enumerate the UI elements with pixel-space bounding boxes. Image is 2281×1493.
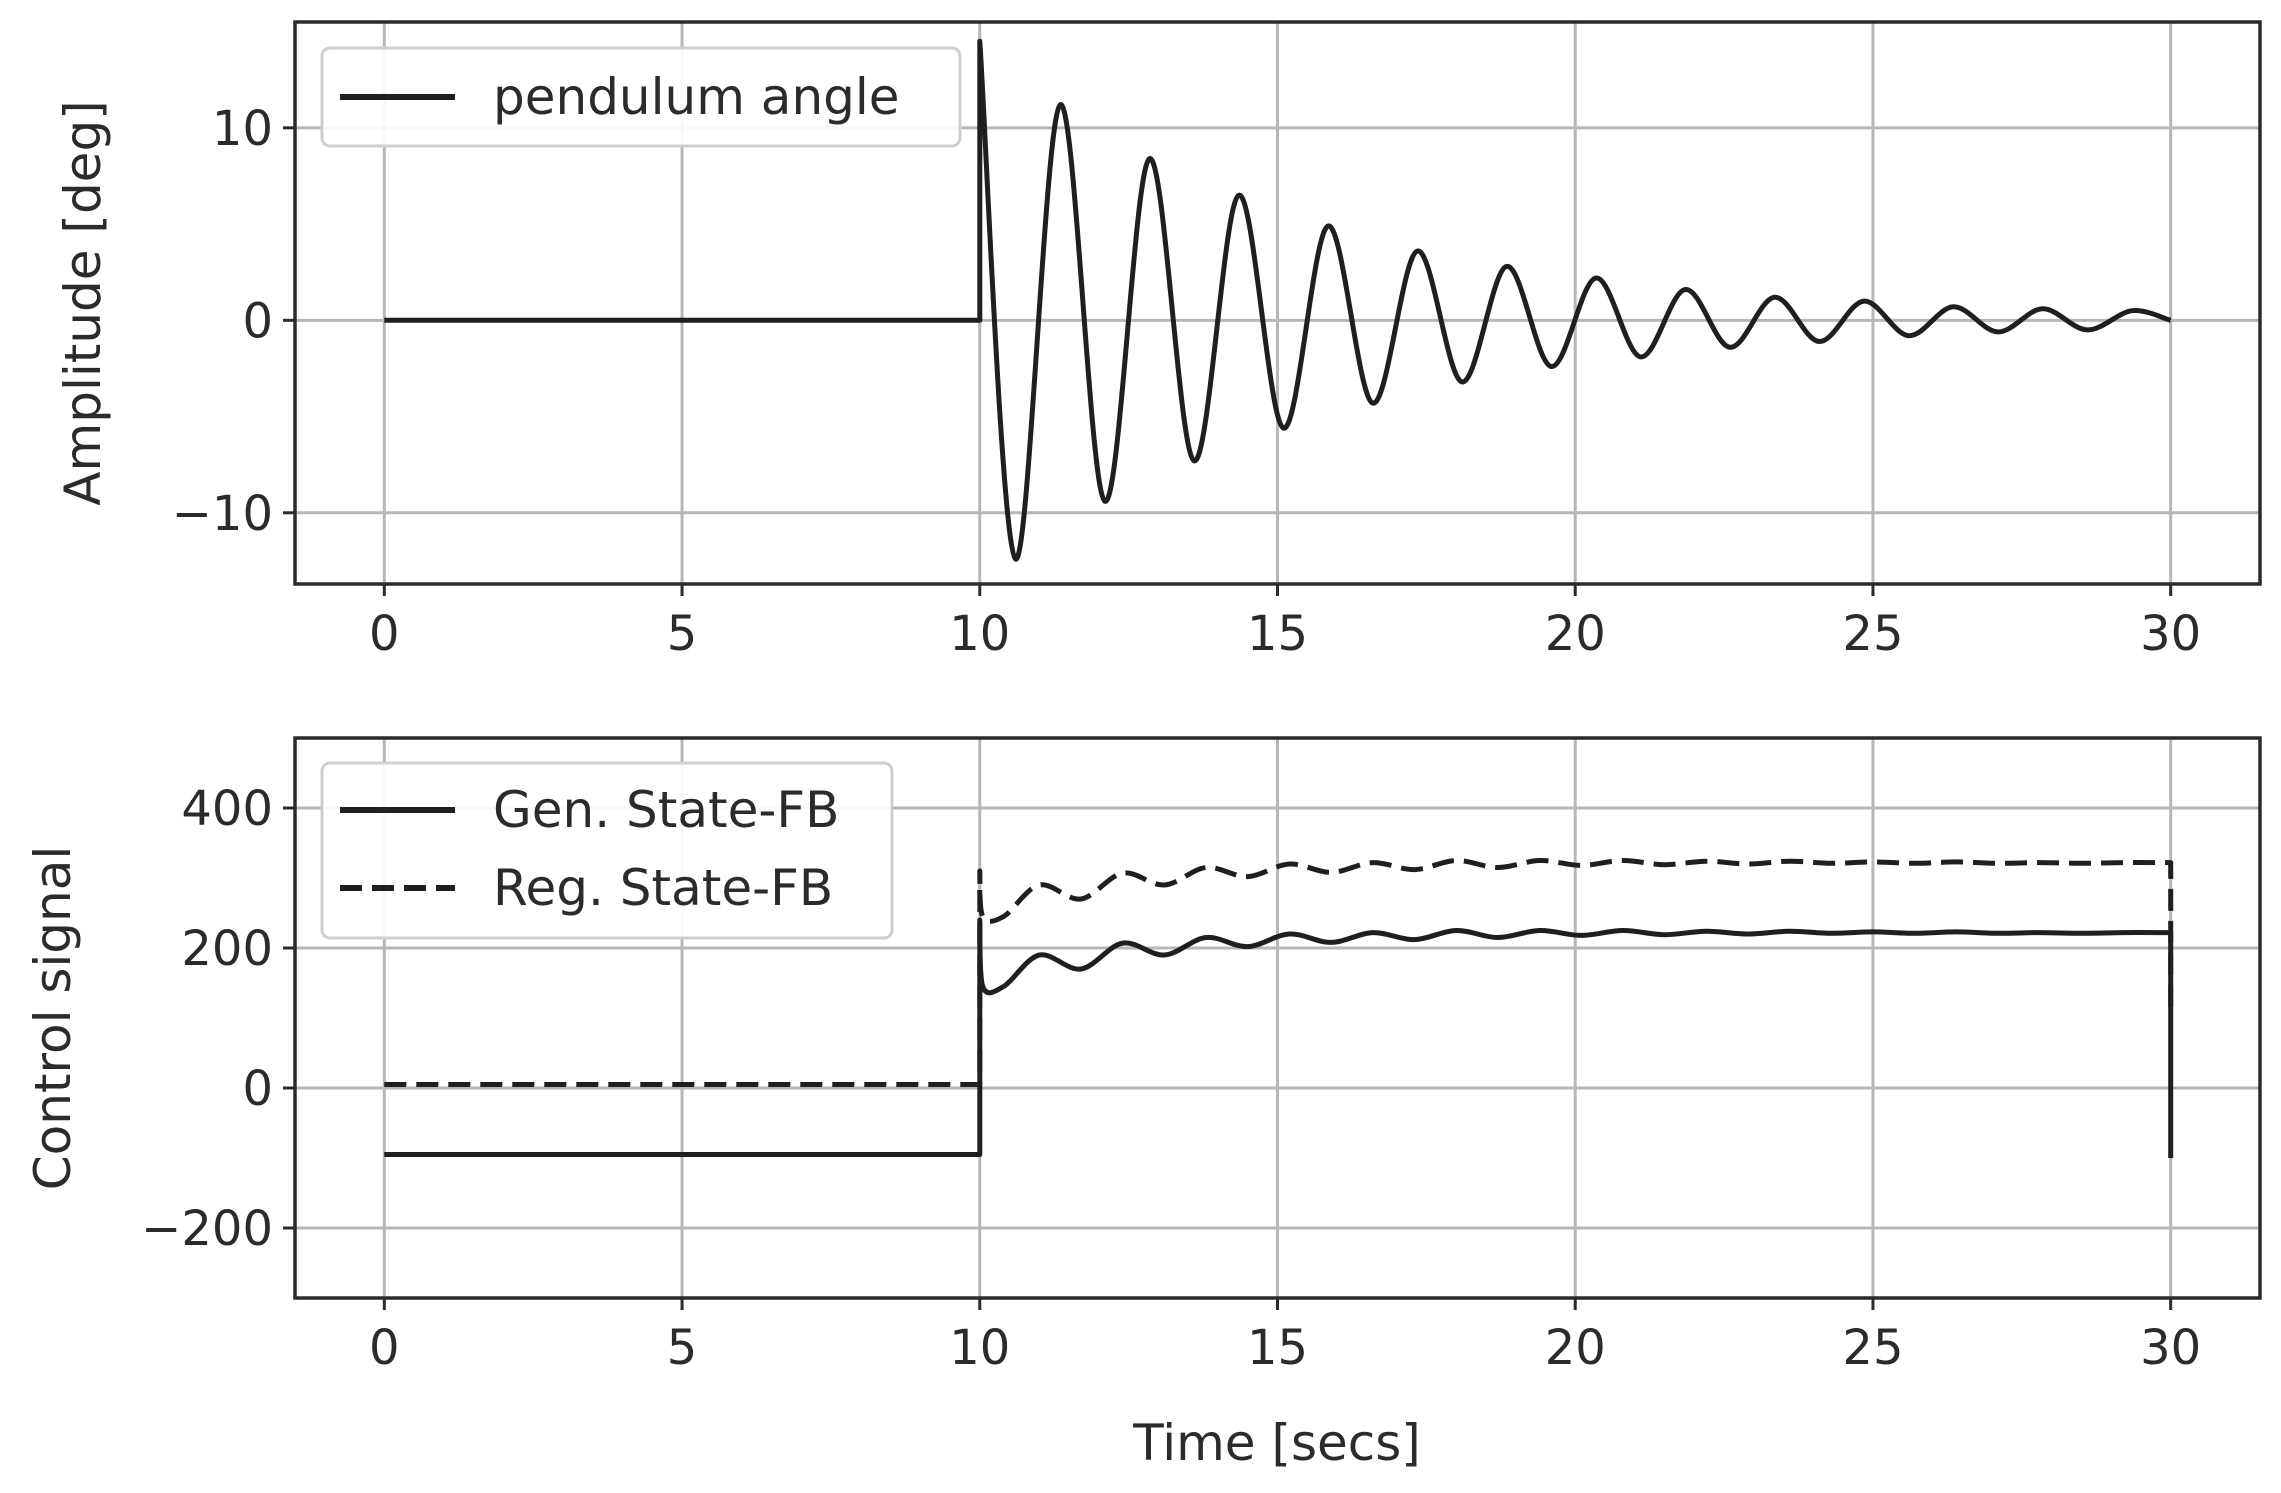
bottom-legend-box <box>320 761 894 940</box>
bottom-x-tick-label: 0 <box>369 1320 400 1376</box>
bottom-x-tick-label: 20 <box>1545 1320 1606 1376</box>
bottom-x-axis-label: Time [secs] <box>1132 1414 1421 1472</box>
top-legend: pendulum angle <box>320 46 962 148</box>
bottom-x-tick-label: 25 <box>1842 1320 1903 1376</box>
top-x-tick-label: 30 <box>2140 606 2201 662</box>
bottom-y-tick-label: 200 <box>181 921 273 977</box>
top-x-tick-label: 0 <box>369 606 400 662</box>
top-y-tick-label: 10 <box>212 101 273 157</box>
bottom-legend-label-reg-state-fb: Reg. State-FB <box>493 859 833 917</box>
top-legend-label-pendulum-angle: pendulum angle <box>493 68 900 126</box>
bottom-legend: Gen. State-FB Reg. State-FB <box>320 761 894 940</box>
top-x-tick-label: 25 <box>1842 606 1903 662</box>
top-x-ticks: 0 5 10 15 20 25 30 <box>369 584 2201 662</box>
bottom-x-tick-label: 5 <box>667 1320 698 1376</box>
top-x-tick-label: 5 <box>667 606 698 662</box>
bottom-y-tick-label: 0 <box>242 1061 273 1117</box>
top-subplot: 0 5 10 15 20 25 30 −10 0 10 Amplitude [deg] pend… <box>54 20 2262 662</box>
bottom-y-ticks: −200 0 200 400 <box>141 781 295 1257</box>
top-series-line-pendulum-angle <box>384 38 2172 562</box>
top-legend-box <box>320 46 962 148</box>
bottom-legend-label-gen-state-fb: Gen. State-FB <box>493 781 839 839</box>
bottom-x-tick-label: 15 <box>1247 1320 1308 1376</box>
bottom-x-tick-label: 10 <box>949 1320 1010 1376</box>
top-x-tick-label: 20 <box>1545 606 1606 662</box>
top-y-tick-label: −10 <box>172 486 273 542</box>
bottom-y-tick-label: −200 <box>141 1201 273 1257</box>
bottom-series <box>384 857 2174 1158</box>
top-y-tick-label: 0 <box>242 293 273 349</box>
bottom-x-ticks: 0 5 10 15 20 25 30 <box>369 1298 2201 1376</box>
bottom-y-axis-label: Control signal <box>24 846 82 1191</box>
bottom-y-tick-label: 400 <box>181 781 273 837</box>
top-x-tick-label: 15 <box>1247 606 1308 662</box>
bottom-x-tick-label: 30 <box>2140 1320 2201 1376</box>
top-y-ticks: −10 0 10 <box>172 101 295 542</box>
top-x-tick-label: 10 <box>949 606 1010 662</box>
top-series <box>384 38 2172 562</box>
top-y-axis-label: Amplitude [deg] <box>54 100 112 505</box>
bottom-series-line-gen-state-fb <box>384 917 2174 1158</box>
